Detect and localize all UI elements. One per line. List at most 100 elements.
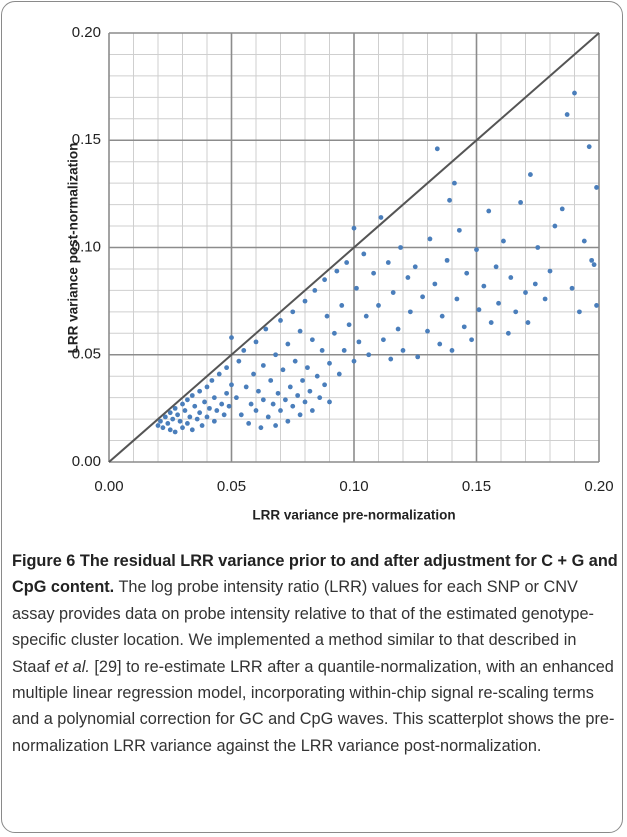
point	[351, 358, 357, 364]
x-tick-label: 0.15	[462, 478, 491, 495]
point	[319, 348, 325, 353]
point	[594, 303, 599, 308]
point	[314, 373, 320, 379]
point	[197, 410, 203, 416]
point	[432, 281, 438, 287]
point	[305, 365, 310, 371]
point	[290, 309, 296, 315]
point	[180, 401, 185, 407]
point	[290, 403, 296, 409]
point	[285, 341, 291, 347]
point	[260, 363, 266, 368]
point	[270, 401, 276, 407]
point	[189, 393, 195, 398]
point	[378, 215, 384, 220]
point	[464, 270, 470, 276]
point	[285, 418, 291, 424]
point	[407, 309, 413, 315]
point	[420, 294, 425, 300]
point	[219, 401, 225, 407]
point	[229, 335, 234, 340]
point	[256, 388, 261, 394]
point	[591, 262, 597, 268]
x-tick-label: 0.05	[217, 478, 246, 495]
point	[273, 352, 278, 358]
point	[258, 425, 264, 431]
point	[528, 172, 533, 177]
point	[363, 313, 369, 319]
point	[398, 245, 403, 250]
point	[202, 399, 207, 405]
point	[312, 288, 318, 293]
point	[346, 322, 352, 328]
point	[488, 320, 494, 325]
caption-italic: et al.	[54, 657, 90, 676]
point	[238, 412, 244, 418]
point	[209, 378, 215, 383]
point	[192, 403, 198, 409]
point	[371, 270, 376, 276]
point	[559, 206, 565, 212]
point	[552, 223, 558, 229]
y-tick-label: 0.10	[72, 238, 101, 255]
point	[523, 290, 528, 295]
point	[297, 412, 303, 418]
point	[581, 238, 587, 244]
point	[452, 180, 457, 186]
point	[189, 427, 195, 433]
point	[589, 257, 595, 263]
point	[307, 388, 313, 394]
point	[572, 90, 577, 96]
point	[297, 328, 303, 334]
point	[456, 227, 462, 233]
caption-text: [29] to re-estimate LRR after a quantile…	[12, 657, 615, 755]
point	[185, 397, 190, 403]
point	[586, 144, 592, 150]
x-tick-label: 0.00	[94, 478, 123, 495]
point	[172, 405, 178, 411]
point	[246, 420, 252, 426]
point	[493, 264, 499, 270]
point	[265, 414, 271, 420]
point	[292, 358, 298, 364]
point	[275, 390, 281, 396]
point	[278, 318, 283, 323]
point	[224, 365, 230, 371]
point	[535, 245, 541, 250]
point	[187, 414, 193, 420]
y-tick-label: 0.20	[72, 24, 101, 41]
caption-text: The log probe intensity ratio (LRR) valu…	[12, 578, 594, 676]
point	[439, 313, 445, 319]
point	[469, 337, 474, 343]
reference-line	[108, 32, 600, 463]
point	[221, 412, 227, 418]
point	[309, 337, 315, 343]
point	[268, 378, 274, 383]
point	[160, 425, 166, 431]
point	[214, 408, 220, 413]
point	[518, 200, 523, 205]
point	[532, 281, 538, 287]
point	[505, 330, 511, 336]
y-tick-label: 0.05	[72, 346, 101, 363]
point	[444, 257, 450, 263]
point	[194, 416, 200, 422]
point	[236, 358, 242, 364]
x-tick-label: 0.10	[339, 478, 368, 495]
point	[234, 395, 239, 401]
point	[361, 251, 367, 257]
point	[474, 247, 479, 253]
y-axis-title: LRR variance post-normalization	[66, 143, 81, 354]
point	[302, 399, 308, 405]
point	[542, 296, 548, 302]
point	[449, 348, 455, 353]
point	[476, 307, 482, 313]
point	[327, 360, 332, 366]
point	[395, 326, 401, 332]
point	[317, 395, 323, 401]
point	[167, 427, 173, 433]
point	[339, 303, 345, 308]
point	[204, 384, 210, 390]
point	[351, 225, 357, 231]
point	[481, 283, 487, 289]
